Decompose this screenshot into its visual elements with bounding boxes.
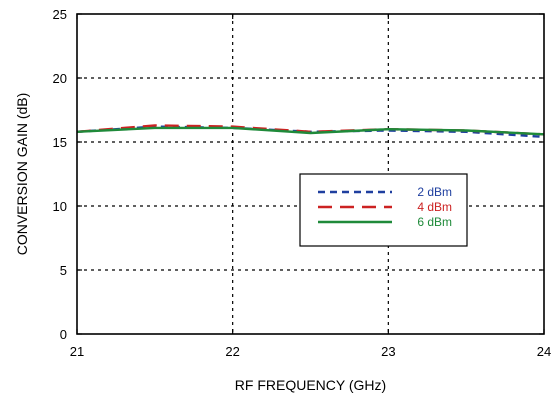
- x-axis-title: RF FREQUENCY (GHz): [235, 377, 386, 393]
- legend-box: [299, 173, 468, 247]
- y-tick-label-2: 10: [53, 199, 67, 214]
- legend-label-2: 6 dBm: [417, 215, 452, 229]
- series-line-2: [76, 126, 545, 136]
- legend-label-0: 2 dBm: [417, 185, 452, 199]
- y-tick-label-0: 0: [60, 327, 67, 342]
- tick-labels: 21 22 23 24 0 5 10 15 20 25: [53, 7, 552, 359]
- y-tick-label-1: 5: [60, 263, 67, 278]
- series-lines: [76, 124, 545, 139]
- x-tick-label-3: 24: [537, 344, 551, 359]
- x-tick-label-2: 23: [381, 344, 395, 359]
- y-tick-label-3: 15: [53, 135, 67, 150]
- x-tick-label-0: 21: [70, 344, 84, 359]
- legend-label-1: 4 dBm: [417, 200, 452, 214]
- plot-frame: [76, 13, 545, 335]
- x-tick-label-1: 22: [225, 344, 239, 359]
- y-tick-label-5: 25: [53, 7, 67, 22]
- y-tick-label-4: 20: [53, 71, 67, 86]
- y-axis-title: CONVERSION GAIN (dB): [14, 93, 30, 256]
